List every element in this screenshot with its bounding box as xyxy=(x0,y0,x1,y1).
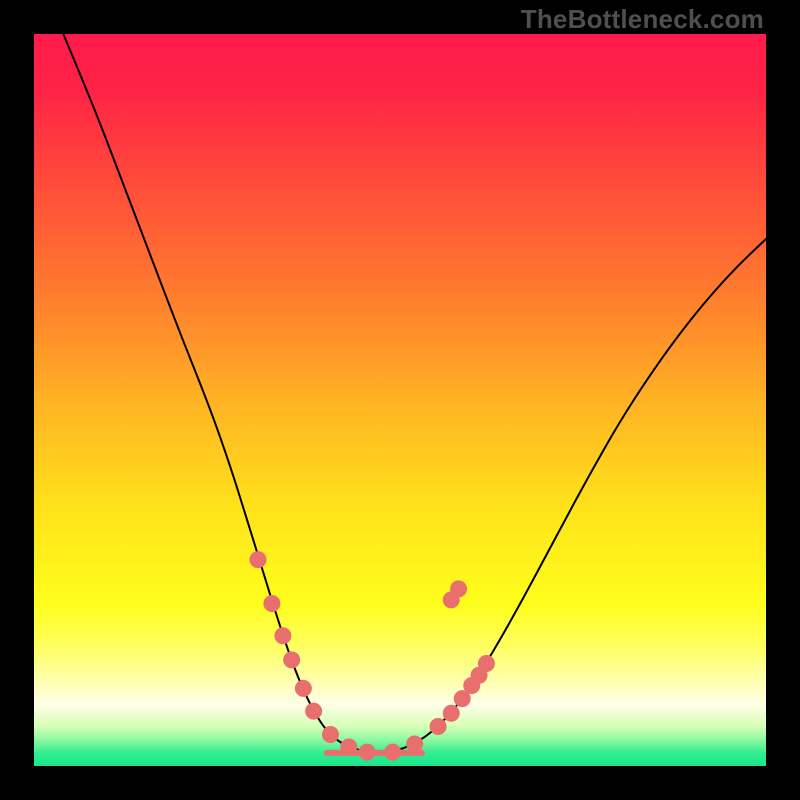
data-marker xyxy=(385,744,401,760)
data-marker xyxy=(250,552,266,568)
data-marker xyxy=(322,727,338,743)
chart-stage: TheBottleneck.com xyxy=(0,0,800,800)
data-marker xyxy=(407,736,423,752)
curve-layer xyxy=(34,34,766,766)
data-marker xyxy=(454,691,470,707)
watermark-text: TheBottleneck.com xyxy=(521,4,764,35)
data-marker xyxy=(359,744,375,760)
data-marker xyxy=(284,652,300,668)
data-marker xyxy=(264,596,280,612)
data-marker xyxy=(341,739,357,755)
data-marker xyxy=(430,718,446,734)
data-marker xyxy=(478,656,494,672)
bottleneck-curve xyxy=(63,34,766,753)
data-marker xyxy=(306,703,322,719)
data-marker xyxy=(451,581,467,597)
data-marker xyxy=(443,705,459,721)
plot-area xyxy=(34,34,766,766)
data-marker xyxy=(295,680,311,696)
data-marker xyxy=(275,628,291,644)
